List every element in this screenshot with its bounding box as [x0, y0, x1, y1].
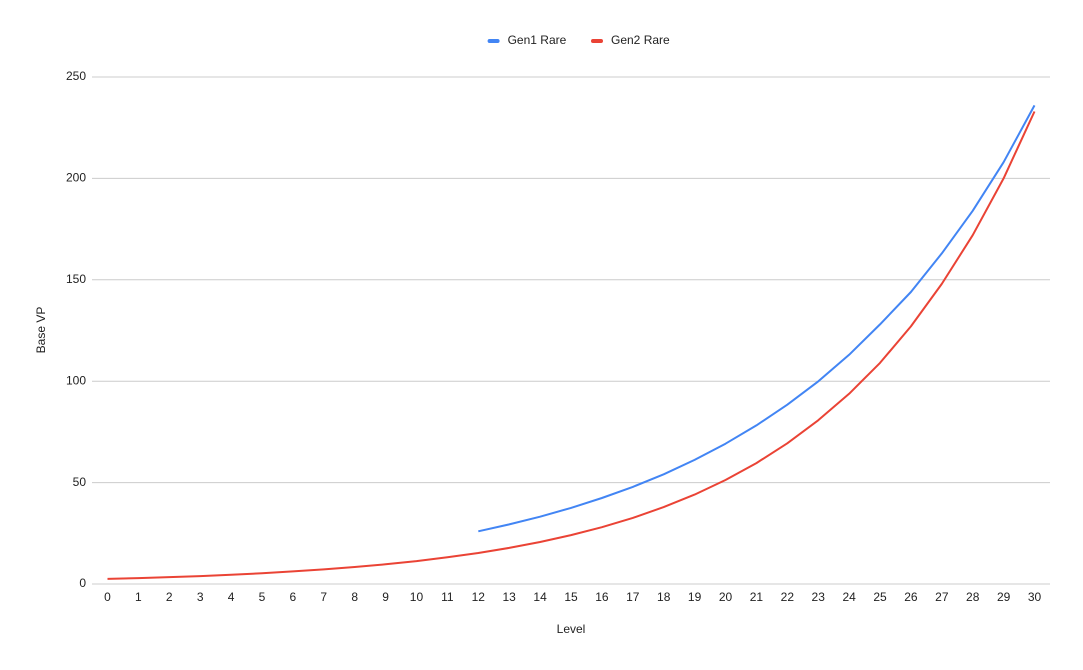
- legend-swatch: [487, 39, 500, 43]
- x-tick-label: 11: [441, 590, 454, 604]
- x-tick-label: 9: [382, 590, 389, 604]
- x-tick-label: 13: [503, 590, 517, 604]
- x-tick-label: 10: [410, 590, 424, 604]
- legend-swatch: [591, 39, 603, 43]
- x-tick-label: 4: [228, 590, 235, 604]
- x-tick-label: 28: [966, 590, 980, 604]
- series-line: [478, 104, 1036, 533]
- x-tick-label: 7: [320, 590, 327, 604]
- y-tick-label: 150: [66, 272, 86, 286]
- x-tick-label: 1: [135, 590, 142, 604]
- y-axis-title: Base VP: [34, 307, 48, 354]
- x-tick-label: 24: [842, 590, 856, 604]
- x-axis-title: Level: [557, 622, 586, 636]
- x-tick-label: 19: [688, 590, 702, 604]
- series-line: [107, 111, 1036, 580]
- x-tick-label: 15: [564, 590, 578, 604]
- y-tick-label: 50: [73, 475, 87, 489]
- x-tick-label: 26: [904, 590, 918, 604]
- x-tick-label: 12: [472, 590, 486, 604]
- y-tick-label: 250: [66, 69, 86, 83]
- x-tick-label: 16: [595, 590, 609, 604]
- x-tick-label: 23: [812, 590, 826, 604]
- y-tick-label: 100: [66, 373, 86, 387]
- x-tick-label: 0: [104, 590, 111, 604]
- x-tick-label: 14: [533, 590, 547, 604]
- x-tick-label: 27: [935, 590, 949, 604]
- y-tick-label: 200: [66, 171, 86, 185]
- legend-label: Gen2 Rare: [611, 33, 670, 47]
- x-tick-label: 29: [997, 590, 1011, 604]
- legend-label: Gen1 Rare: [508, 33, 567, 47]
- x-tick-label: 5: [259, 590, 266, 604]
- x-tick-label: 3: [197, 590, 204, 604]
- x-tick-label: 18: [657, 590, 671, 604]
- x-tick-label: 20: [719, 590, 733, 604]
- x-tick-label: 8: [351, 590, 358, 604]
- x-tick-label: 2: [166, 590, 173, 604]
- x-tick-label: 17: [626, 590, 640, 604]
- y-tick-label: 0: [79, 576, 86, 590]
- x-tick-label: 25: [873, 590, 887, 604]
- x-tick-label: 22: [781, 590, 795, 604]
- x-tick-label: 30: [1028, 590, 1042, 604]
- x-tick-label: 21: [750, 590, 764, 604]
- x-tick-label: 6: [290, 590, 297, 604]
